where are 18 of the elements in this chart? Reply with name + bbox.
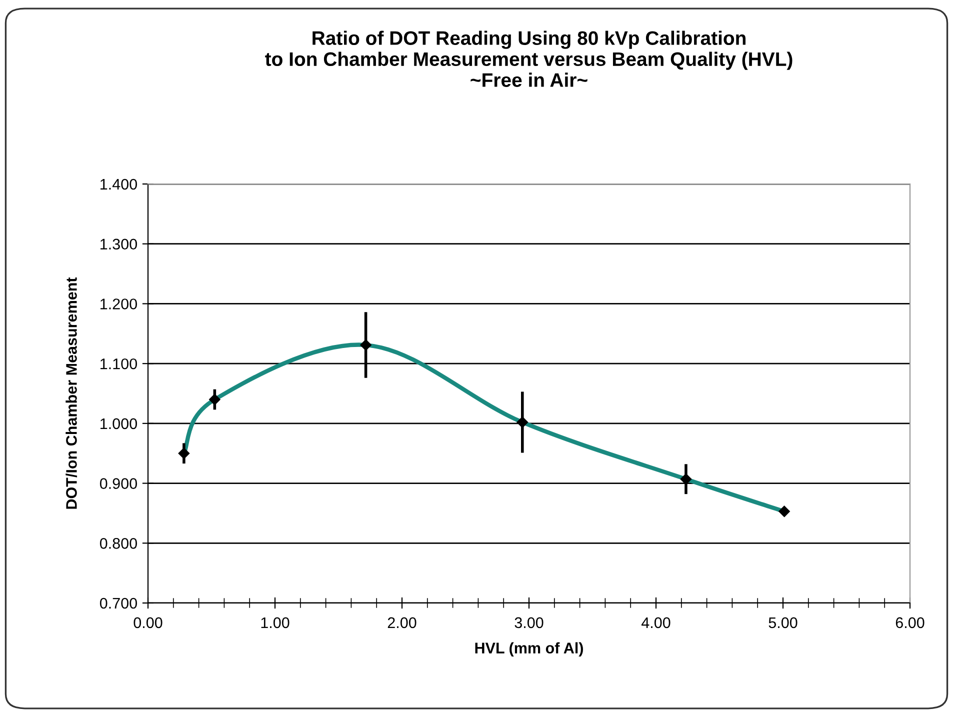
y-tick-label: 0.900: [100, 478, 137, 489]
x-tick-label: 1.00: [261, 617, 290, 628]
y-tick-label: 1.200: [100, 298, 137, 310]
chart-title: Ratio of DOT Reading Using 80 kVp Calibration to Ion Chamber Measurement versus Beam Quality (HVL) ~Free in Air~: [265, 30, 792, 87]
y-tick-label: 0.700: [100, 598, 137, 609]
x-tick-label: 2.00: [388, 617, 416, 628]
x-tick-label: 3.00: [514, 617, 544, 628]
y-tick-label: 1.400: [100, 178, 137, 190]
x-tick-label: 0.00: [134, 617, 162, 628]
y-tick-label: 0.800: [100, 538, 137, 549]
y-tick-label: 1.000: [100, 418, 137, 430]
x-tick-label: 6.00: [896, 617, 924, 628]
x-tick-label: 5.00: [768, 617, 798, 628]
y-axis-title: DOT/Ion Chamber Measurement: [66, 277, 78, 509]
y-tick-label: 1.100: [100, 358, 137, 370]
y-tick-label: 1.300: [100, 238, 137, 250]
x-axis-title: HVL (mm of Al): [475, 642, 583, 656]
x-tick-label: 4.00: [641, 617, 670, 628]
